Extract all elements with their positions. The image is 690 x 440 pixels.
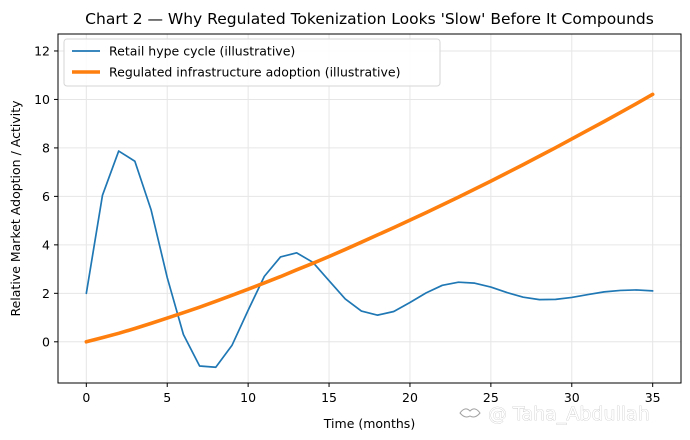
chart-title: Chart 2 — Why Regulated Tokenization Loo… [85,10,654,28]
y-tick-label: 10 [34,92,50,107]
legend-label-regulated-adoption: Regulated infrastructure adoption (illus… [109,65,400,80]
y-tick-label: 0 [42,334,50,349]
x-tick-label: 0 [82,390,90,405]
x-tick-label: 20 [402,390,418,405]
x-axis-label: Time (months) [323,416,415,431]
y-tick-label: 2 [42,286,50,301]
y-tick-label: 4 [42,237,50,252]
y-tick-label: 8 [42,140,50,155]
gridlines [58,34,681,383]
x-tick-label: 25 [483,390,499,405]
series-line-regulated-adoption [84,92,655,344]
watermark-text: @ Taha_Abdullah [488,403,650,425]
x-tick-label: 30 [564,390,580,405]
x-tick-label: 10 [240,390,256,405]
y-tick-label: 12 [34,43,50,58]
x-tick-label: 35 [645,390,661,405]
legend: Retail hype cycle (illustrative) Regulat… [63,38,441,87]
watermark: @ Taha_Abdullah [459,403,650,425]
legend-box [63,38,441,87]
plot-area-frame [57,33,682,384]
handshake-logo-icon [459,408,481,418]
axis-ticks: 0 5 10 15 20 25 30 35 0 2 4 6 8 10 12 [34,43,661,405]
x-tick-label: 5 [163,390,171,405]
series-lines [84,92,655,369]
x-tick-label: 15 [321,390,337,405]
series-line-retail-hype [85,150,654,369]
y-tick-label: 6 [42,189,50,204]
y-axis-label: Relative Market Adoption / Activity [8,100,23,317]
legend-label-retail-hype: Retail hype cycle (illustrative) [109,44,295,59]
